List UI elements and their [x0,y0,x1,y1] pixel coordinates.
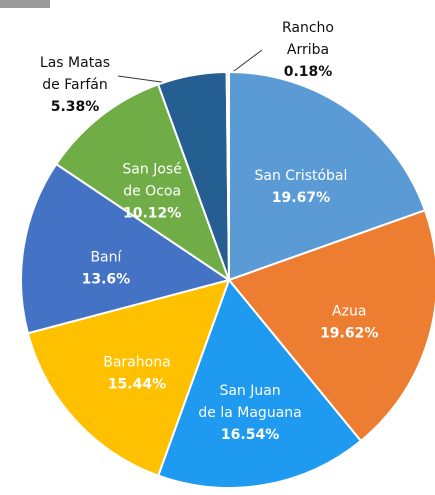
value-label: 19.62% [320,325,378,341]
pie-slice [156,278,363,489]
slice-label: Rancho Arriba [282,20,334,58]
decor-bar [0,0,50,8]
value-label: 13.6% [82,271,131,287]
pie-slice [227,209,435,443]
value-label: 5.38% [51,99,100,115]
slice-label: Barahona [103,354,170,370]
slice-label: San Cristóbal [254,168,347,184]
pie-slice [225,70,230,281]
value-label: 15.44% [108,376,166,392]
slice-label: Azua [332,303,366,319]
slice-label: Baní [90,249,122,265]
pie-slice [26,278,231,477]
value-label: 19.67% [272,190,330,206]
slice-label: San Juan de la Maguana [198,383,301,421]
pie-slice [54,83,231,283]
slice-label: San José de Ocoa [122,162,181,200]
value-label: 16.54% [221,427,279,443]
value-label: 0.18% [284,64,333,80]
pie-slice [20,162,232,335]
value-label: 10.12% [123,206,181,222]
leader-line [229,49,263,75]
slice-label: Las Matas de Farfán [40,55,110,93]
pie-slice [228,70,427,282]
